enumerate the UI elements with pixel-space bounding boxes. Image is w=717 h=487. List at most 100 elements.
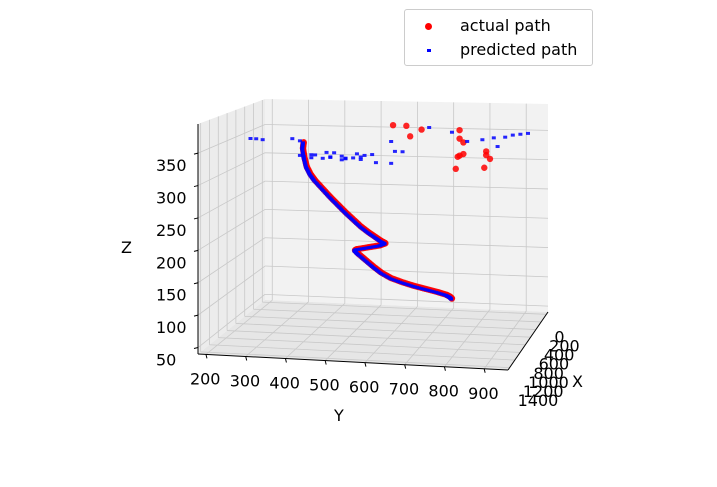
predicted-trajectory-point (300, 148, 305, 152)
predicted-trajectory-point (302, 158, 307, 162)
predicted-scatter-point (324, 150, 329, 154)
actual-scatter-point (460, 139, 467, 146)
predicted-scatter-point (358, 157, 363, 161)
predicted-scatter-point (297, 139, 302, 143)
predicted-scatter-point (309, 153, 314, 157)
x-tick-label: 1400 (518, 391, 559, 410)
predicted-scatter-point (351, 156, 356, 160)
z-tick-mark (193, 282, 199, 285)
back-pane (265, 99, 548, 312)
x-gridline-floor (209, 344, 515, 361)
y-tick-mark (205, 354, 208, 359)
predicted-scatter-point (495, 145, 500, 149)
z-axis-label: Z (121, 238, 132, 257)
predicted-scatter-point (480, 138, 485, 142)
y-tick-label: 900 (468, 384, 499, 403)
z-gridline-back (264, 265, 549, 278)
predicted-scatter-point (427, 126, 432, 130)
predicted-scatter-point (526, 131, 530, 135)
y-tick-mark (443, 366, 446, 371)
actual-scatter-point (460, 150, 467, 158)
predicted-scatter-point (354, 152, 359, 156)
z-tick-mark (193, 347, 199, 350)
predicted-scatter-point (400, 150, 405, 154)
predicted-scatter-point (389, 161, 394, 165)
predicted-scatter-point (328, 155, 333, 159)
predicted-scatter-point (254, 137, 259, 141)
predicted-trajectory-point (303, 162, 308, 166)
predicted-scatter-point (343, 157, 348, 161)
predicted-scatter-point (260, 138, 265, 142)
y-tick-mark (483, 368, 486, 373)
z-tick-label: 200 (156, 253, 187, 272)
axis-lines (193, 124, 549, 373)
z-tick-mark (193, 314, 199, 317)
y-tick-mark (364, 362, 367, 367)
z-tick-label: 350 (156, 156, 187, 175)
side-pane (198, 99, 265, 354)
predicted-trajectory-point (449, 297, 454, 301)
actual-scatter-point (418, 126, 425, 133)
x-gridline-floor (244, 315, 536, 330)
predicted-scatter-point (491, 136, 496, 140)
predicted-scatter-point (392, 149, 397, 153)
x-tick-label: 200 (549, 336, 580, 355)
x-tick-label: 400 (544, 346, 575, 365)
legend: actual path predicted path (404, 9, 593, 66)
x-gridline-floor (253, 308, 542, 323)
predicted-scatter-point (370, 153, 375, 157)
z-gridline-back (264, 209, 549, 219)
y-tick-mark (404, 364, 407, 369)
predicted-scatter-point (503, 135, 508, 139)
predicted-scatter-point (332, 151, 337, 155)
x-gridline-floor (218, 337, 521, 353)
legend-label-actual: actual path (460, 16, 551, 35)
z-gridline-back (264, 293, 549, 307)
y-tick-label: 800 (428, 382, 459, 401)
predicted-scatter-point (449, 130, 454, 134)
x-axis-label: X (572, 372, 583, 391)
x-gridline-floor (227, 330, 526, 346)
predicted-scatter-point (313, 153, 318, 157)
predicted-scatter-point (297, 153, 302, 157)
floor-pane (198, 300, 548, 370)
actual-scatter-point (486, 155, 494, 163)
z-gridline-back (264, 180, 549, 190)
predicted-scatter-point (339, 154, 344, 158)
z-tick-label: 250 (156, 221, 187, 240)
z-tick-mark (193, 249, 199, 252)
y-axis-label: Y (333, 406, 344, 425)
predicted-scatter-point (309, 156, 314, 160)
predicted-scatter-point (320, 156, 325, 160)
predicted-scatter-point (465, 139, 470, 143)
z-tick-label: 150 (156, 286, 187, 305)
actual-scatter-point (406, 133, 414, 140)
z-tick-mark (193, 152, 199, 155)
predicted-scatter-point (362, 153, 367, 157)
z-tick-mark (193, 185, 199, 188)
predicted-scatter-point (339, 158, 344, 162)
actual-scatter-point (389, 121, 397, 129)
y-axis-line (197, 353, 509, 371)
x-tick-label: 600 (539, 355, 570, 374)
y-tick-label: 300 (230, 371, 261, 390)
y-tick-label: 700 (389, 380, 420, 399)
y-tick-label: 400 (269, 374, 300, 393)
y-tick-mark (245, 356, 248, 361)
predicted-trajectory-point (302, 159, 307, 163)
y-tick-mark (284, 358, 287, 363)
z-tick-label: 300 (156, 189, 187, 208)
legend-label-predicted: predicted path (460, 40, 578, 59)
y-tick-mark (324, 360, 327, 365)
actual-scatter-point (452, 165, 459, 173)
x-tick-label: 1000 (528, 373, 569, 392)
actual-scatter-point (481, 164, 488, 171)
z-gridline-back (264, 237, 549, 248)
predicted-scatter-point (301, 155, 306, 159)
z-tick-label: 50 (156, 351, 176, 370)
predicted-scatter-point (389, 139, 394, 143)
predicted-trajectory-point (300, 151, 305, 155)
x-gridline-floor (262, 301, 547, 315)
legend-item-actual: actual path (405, 15, 594, 37)
